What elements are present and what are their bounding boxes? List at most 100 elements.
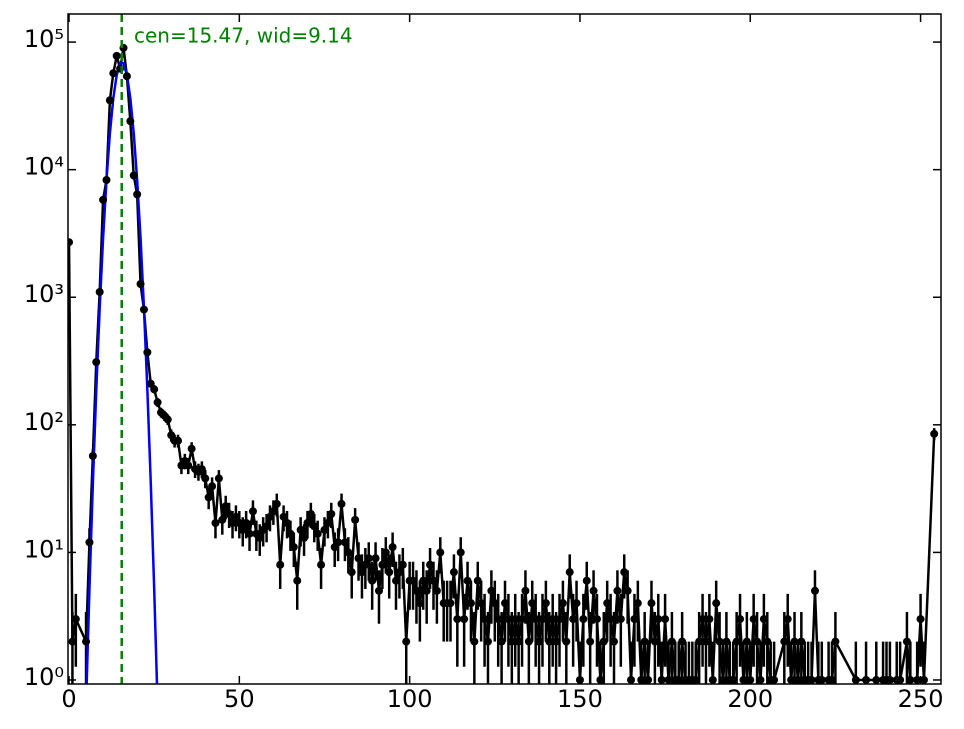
data-point — [228, 518, 237, 527]
data-point — [483, 637, 492, 646]
data-point — [225, 509, 234, 518]
data-point — [296, 525, 305, 534]
data-point — [831, 637, 840, 646]
data-point — [245, 529, 254, 538]
data-point — [872, 675, 881, 684]
data-point — [810, 586, 819, 595]
data-point — [919, 675, 928, 684]
data-point — [337, 499, 346, 508]
data-point — [392, 576, 401, 585]
data-point — [71, 615, 80, 624]
data-point — [736, 615, 745, 624]
data-point — [759, 615, 768, 624]
data-point — [347, 568, 356, 577]
data-point — [579, 615, 588, 624]
data-point — [790, 637, 799, 646]
data-point — [501, 599, 510, 608]
data-point — [163, 415, 172, 424]
data-point — [647, 599, 656, 608]
data-point — [460, 615, 469, 624]
data-point — [109, 69, 118, 78]
x-tick-label: 50 — [224, 685, 255, 713]
data-point — [221, 502, 230, 511]
data-point — [456, 548, 465, 557]
data-point — [139, 305, 148, 314]
data-point — [548, 615, 557, 624]
data-point — [828, 675, 837, 684]
data-point — [606, 615, 615, 624]
data-point — [862, 675, 871, 684]
data-point — [323, 518, 332, 527]
data-point — [262, 522, 271, 531]
data-point — [95, 287, 104, 296]
data-point — [654, 615, 663, 624]
data-point — [351, 515, 360, 524]
data-point — [432, 586, 441, 595]
x-tick-label: 0 — [61, 685, 76, 713]
data-point — [610, 637, 619, 646]
x-tick-label: 150 — [557, 685, 603, 713]
data-point — [555, 615, 564, 624]
data-point — [218, 515, 227, 524]
data-point — [436, 548, 445, 557]
data-point — [340, 538, 349, 547]
data-point — [449, 568, 458, 577]
data-point — [126, 117, 135, 126]
data-point — [906, 675, 915, 684]
data-point — [99, 195, 108, 204]
data-point — [599, 637, 608, 646]
data-point — [412, 586, 421, 595]
data-point — [930, 429, 939, 438]
data-point — [797, 637, 806, 646]
data-point — [664, 675, 673, 684]
data-point — [68, 238, 74, 247]
data-point — [122, 72, 131, 81]
data-point — [783, 615, 792, 624]
plot-area — [68, 14, 939, 684]
data-point — [753, 637, 762, 646]
data-point — [317, 560, 326, 569]
data-point — [916, 615, 925, 624]
data-point — [708, 675, 717, 684]
data-point — [68, 637, 77, 646]
data-point — [644, 675, 653, 684]
data-point — [732, 637, 741, 646]
data-point — [538, 615, 547, 624]
data-point — [613, 586, 622, 595]
data-point — [569, 615, 578, 624]
data-point — [112, 51, 121, 60]
data-point — [633, 599, 642, 608]
data-point — [214, 474, 223, 483]
data-point — [667, 637, 676, 646]
data-point — [477, 599, 486, 608]
data-point — [719, 675, 728, 684]
data-point — [637, 675, 646, 684]
data-point — [105, 96, 114, 105]
x-tick-label: 100 — [387, 685, 433, 713]
data-point — [780, 637, 789, 646]
y-tick-label: 10⁵ — [24, 25, 64, 53]
data-point — [627, 675, 636, 684]
data-point — [572, 599, 581, 608]
data-point — [793, 675, 802, 684]
data-point — [494, 615, 503, 624]
data-point — [521, 586, 530, 595]
data-point — [269, 507, 278, 516]
data-point — [691, 675, 700, 684]
data-point — [334, 538, 343, 547]
data-point — [487, 586, 496, 595]
data-point — [85, 538, 94, 547]
data-point — [82, 637, 91, 646]
data-point — [807, 675, 816, 684]
data-point — [528, 599, 537, 608]
data-point — [92, 358, 101, 367]
data-point — [136, 279, 145, 288]
data-point — [184, 461, 193, 470]
data-point — [565, 568, 574, 577]
data-point — [150, 385, 159, 394]
data-point — [742, 637, 751, 646]
data-point — [630, 615, 639, 624]
data-point — [763, 637, 772, 646]
data-point — [582, 576, 591, 585]
